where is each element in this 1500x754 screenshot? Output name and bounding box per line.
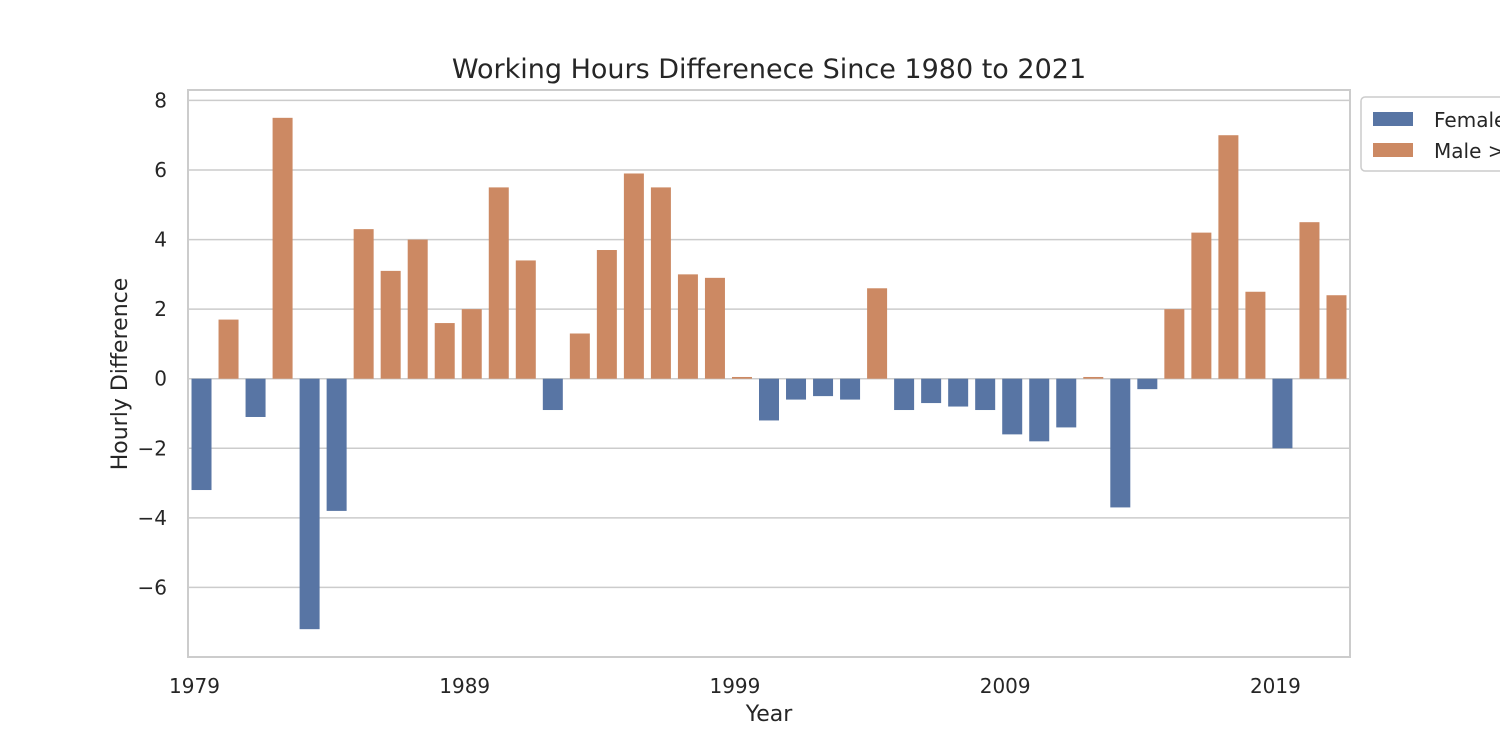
bar-female-1983 bbox=[299, 378, 320, 630]
bar-male-1986 bbox=[380, 270, 401, 379]
bar-male-1989 bbox=[461, 309, 482, 379]
bar-female-2008 bbox=[975, 378, 996, 411]
bar-male-2021 bbox=[1326, 295, 1347, 379]
y-tick-label: 4 bbox=[154, 228, 167, 252]
y-axis-ticks: 8 6 4 2 0 −2 −4 −6 bbox=[138, 88, 167, 599]
x-tick-label: 1989 bbox=[439, 674, 490, 698]
chart-title: Working Hours Differenece Since 1980 to … bbox=[452, 54, 1086, 85]
bar-male-1999 bbox=[731, 376, 752, 379]
y-tick-label: 8 bbox=[154, 88, 167, 112]
bar-male-1980 bbox=[218, 319, 239, 379]
x-tick-label: 1999 bbox=[709, 674, 760, 698]
legend-swatch-male bbox=[1373, 143, 1413, 157]
bar-female-2001 bbox=[786, 378, 807, 400]
bar-female-2007 bbox=[948, 378, 969, 407]
bar-female-1981 bbox=[245, 378, 266, 417]
bar-male-1995 bbox=[623, 173, 644, 379]
y-axis-label: Hourly Difference bbox=[108, 278, 133, 471]
legend-label-female: Female bbox=[1434, 108, 1500, 132]
y-tick-label: −4 bbox=[138, 506, 167, 530]
x-tick-label: 1979 bbox=[169, 674, 220, 698]
bar-female-2014 bbox=[1137, 378, 1158, 390]
plot-frame bbox=[187, 89, 1351, 658]
bar-female-2002 bbox=[813, 378, 834, 397]
bar-male-1993 bbox=[569, 333, 590, 379]
bar-female-2009 bbox=[1002, 378, 1023, 435]
bar-male-1994 bbox=[596, 250, 617, 379]
y-tick-label: 6 bbox=[154, 158, 167, 182]
bar-male-1996 bbox=[650, 187, 671, 379]
bar-male-1998 bbox=[704, 277, 725, 379]
bar-male-2012 bbox=[1083, 376, 1104, 379]
y-tick-label: 2 bbox=[154, 297, 167, 321]
bar-female-1984 bbox=[326, 378, 347, 511]
bar-male-1982 bbox=[272, 117, 293, 379]
x-axis-label: Year bbox=[745, 702, 794, 727]
bar-female-2006 bbox=[921, 378, 942, 404]
bar-female-2019 bbox=[1272, 378, 1293, 449]
x-tick-label: 2019 bbox=[1250, 674, 1301, 698]
bar-male-2004 bbox=[867, 288, 888, 379]
bar-male-1987 bbox=[407, 239, 428, 379]
bar-female-2013 bbox=[1110, 378, 1131, 508]
bar-female-2003 bbox=[840, 378, 861, 400]
bar-male-1990 bbox=[488, 187, 509, 379]
bar-male-1991 bbox=[515, 260, 536, 379]
bar-female-1992 bbox=[542, 378, 563, 411]
legend-label-male: Male > bbox=[1434, 139, 1500, 163]
bar-male-1997 bbox=[677, 274, 698, 379]
bar-female-2011 bbox=[1056, 378, 1077, 428]
x-tick-label: 2009 bbox=[980, 674, 1031, 698]
bar-male-2015 bbox=[1164, 309, 1185, 379]
y-tick-label: 0 bbox=[154, 367, 167, 391]
bar-male-1988 bbox=[434, 323, 455, 379]
x-axis-ticks: 1979 1989 1999 2009 2019 bbox=[169, 674, 1301, 698]
bar-female-1979 bbox=[191, 378, 212, 491]
bar-female-2010 bbox=[1029, 378, 1050, 442]
bar-female-2000 bbox=[759, 378, 779, 421]
bar-female-2005 bbox=[894, 378, 915, 411]
bar-male-2018 bbox=[1245, 291, 1266, 379]
y-tick-label: −6 bbox=[138, 575, 167, 599]
bar-male-1985 bbox=[353, 229, 374, 379]
bar-male-2017 bbox=[1218, 135, 1239, 379]
bar-male-2016 bbox=[1191, 232, 1212, 379]
y-tick-label: −2 bbox=[138, 436, 167, 460]
bar-male-2020 bbox=[1299, 222, 1320, 379]
bars bbox=[191, 117, 1347, 630]
legend-swatch-female bbox=[1373, 112, 1413, 126]
legend: Female Male > bbox=[1360, 96, 1500, 172]
